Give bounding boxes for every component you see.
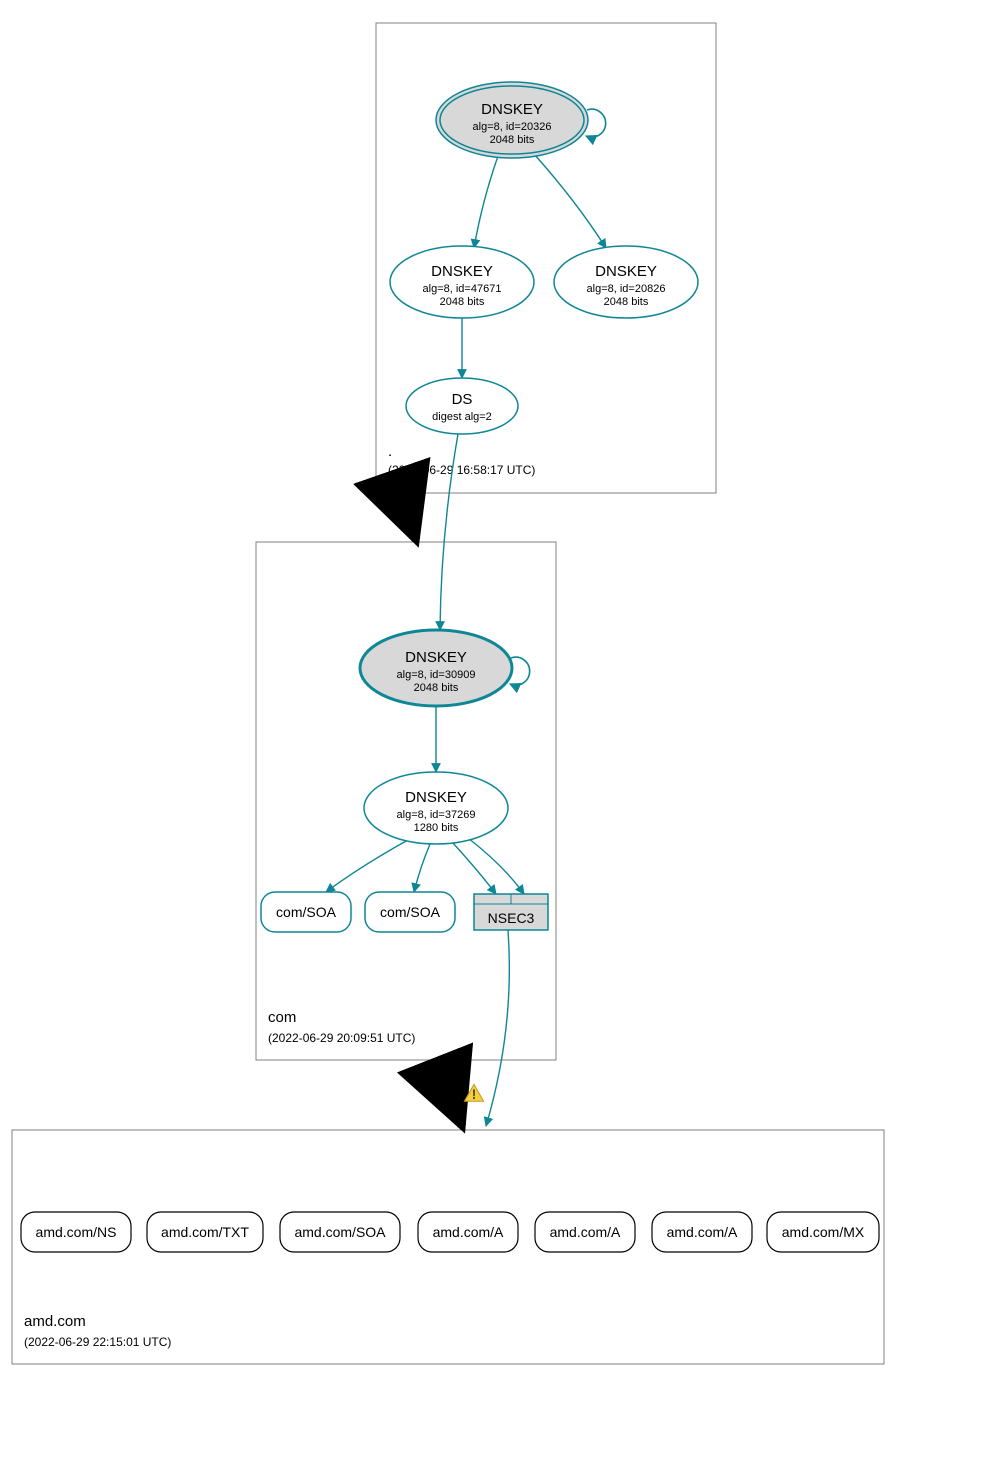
node-text: amd.com/TXT (161, 1224, 249, 1240)
edge (534, 154, 606, 248)
edge (486, 930, 509, 1126)
node-amd_ns: amd.com/NS (21, 1212, 131, 1252)
node-amd_a1: amd.com/A (418, 1212, 518, 1252)
node-text: NSEC3 (488, 910, 535, 926)
node-text: DNSKEY (431, 263, 493, 280)
node-text: 1280 bits (414, 822, 459, 834)
node-text: digest alg=2 (432, 411, 492, 423)
edge (414, 844, 430, 892)
svg-text:!: ! (472, 1087, 477, 1102)
node-com_soa1: com/SOA (261, 892, 351, 932)
node-amd_a3: amd.com/A (652, 1212, 752, 1252)
node-text: alg=8, id=30909 (397, 669, 476, 681)
delegation-arrow (436, 1060, 462, 1126)
node-root_ds: DS digest alg=2 (406, 378, 518, 434)
zone-ts-com: (2022-06-29 20:09:51 UTC) (268, 1031, 415, 1045)
node-text: amd.com/SOA (294, 1224, 386, 1240)
node-text: 2048 bits (604, 296, 649, 308)
node-root_ksk: DNSKEY alg=8, id=203262048 bits (436, 82, 588, 158)
node-text: amd.com/A (433, 1224, 504, 1240)
node-com_soa2: com/SOA (365, 892, 455, 932)
node-text: amd.com/A (550, 1224, 621, 1240)
node-root_zsk2: DNSKEY alg=8, id=208262048 bits (554, 246, 698, 318)
node-root_zsk1: DNSKEY alg=8, id=476712048 bits (390, 246, 534, 318)
delegation-arrow (400, 494, 416, 540)
node-text: alg=8, id=37269 (397, 809, 476, 821)
zone-label-root: . (388, 443, 392, 460)
node-text: DNSKEY (405, 789, 467, 806)
zone-label-com: com (268, 1009, 296, 1026)
self-loop (586, 109, 606, 137)
node-text: amd.com/NS (36, 1224, 117, 1240)
node-text: 2048 bits (490, 134, 535, 146)
node-text: DNSKEY (405, 649, 467, 666)
node-amd_a2: amd.com/A (535, 1212, 635, 1252)
node-amd_soa: amd.com/SOA (280, 1212, 400, 1252)
zone-label-amd: amd.com (24, 1313, 86, 1330)
edge (468, 838, 524, 894)
node-text: DNSKEY (481, 101, 543, 118)
edge (452, 842, 496, 894)
node-text: amd.com/MX (782, 1224, 865, 1240)
zone-ts-root: (2022-06-29 16:58:17 UTC) (388, 463, 535, 477)
node-com_zsk: DNSKEY alg=8, id=372691280 bits (364, 772, 508, 844)
node-text: DS (452, 391, 473, 408)
edge (326, 840, 408, 892)
node-text: alg=8, id=20826 (587, 283, 666, 295)
node-text: amd.com/A (667, 1224, 738, 1240)
zone-ts-amd: (2022-06-29 22:15:01 UTC) (24, 1335, 171, 1349)
node-com_nsec3: NSEC3 (474, 894, 548, 930)
node-text: com/SOA (380, 904, 441, 920)
node-com_ksk: DNSKEY alg=8, id=309092048 bits (360, 630, 512, 706)
node-amd_mx: amd.com/MX (767, 1212, 879, 1252)
warning-icon: ! (464, 1084, 483, 1102)
edge (474, 156, 498, 248)
node-text: com/SOA (276, 904, 337, 920)
node-text: DNSKEY (595, 263, 657, 280)
node-amd_txt: amd.com/TXT (147, 1212, 263, 1252)
node-text: alg=8, id=47671 (423, 283, 502, 295)
node-text: alg=8, id=20326 (473, 121, 552, 133)
node-text: 2048 bits (414, 682, 459, 694)
node-text: 2048 bits (440, 296, 485, 308)
